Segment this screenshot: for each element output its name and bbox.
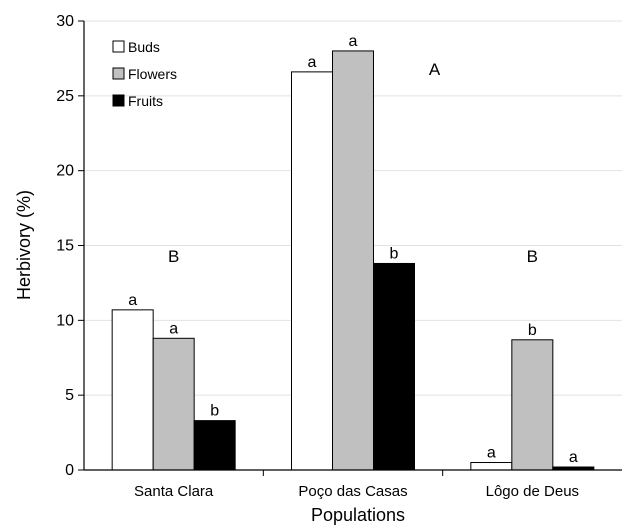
y-tick-label: 5: [65, 387, 74, 404]
y-tick-label: 30: [56, 13, 74, 30]
y-tick-label: 25: [56, 88, 74, 105]
bar-labels-layer: a a b a a b a b a: [128, 33, 578, 466]
legend-swatch-fruits: [112, 94, 125, 107]
axes-layer: [78, 20, 622, 476]
bar-significance-label: a: [308, 54, 317, 71]
group-significance-letter: B: [527, 247, 538, 266]
bar-fruits: [193, 420, 236, 471]
bar-flowers: [511, 339, 554, 471]
group-letters-layer: B A B: [168, 60, 538, 266]
y-tick-label: 0: [65, 462, 74, 479]
x-axis-title: Populations: [311, 505, 405, 525]
bar-significance-label: b: [390, 245, 399, 262]
bar-significance-label: a: [349, 33, 358, 50]
bar-significance-label: a: [128, 292, 137, 309]
legend: Buds Flowers Fruits: [112, 39, 177, 109]
y-axis-title: Herbivory (%): [14, 190, 34, 300]
bar-significance-label: a: [569, 449, 578, 466]
legend-label: Flowers: [128, 66, 177, 82]
x-category-label: Lôgo de Deus: [486, 483, 579, 500]
bar-flowers: [152, 337, 195, 471]
bar-significance-label: a: [487, 445, 496, 462]
y-tick-label: 20: [56, 163, 74, 180]
bar-buds: [111, 309, 154, 471]
bar-buds: [291, 71, 333, 471]
bar-flowers: [332, 50, 374, 471]
y-tick-label: 10: [56, 312, 74, 329]
bar-significance-label: a: [169, 320, 178, 337]
legend-label: Buds: [128, 39, 160, 55]
bar-significance-label: b: [528, 322, 537, 339]
legend-label: Fruits: [128, 93, 163, 109]
group-significance-letter: B: [168, 247, 179, 266]
x-category-label: Poço das Casas: [298, 483, 407, 500]
group-significance-letter: A: [429, 60, 441, 79]
bars-layer: [111, 50, 595, 471]
bar-buds: [470, 462, 513, 471]
bar-fruits: [373, 262, 415, 471]
bar-significance-label: b: [210, 403, 219, 420]
legend-swatch-buds: [112, 40, 125, 53]
legend-swatch-flowers: [112, 67, 125, 80]
x-category-labels: Santa Clara Poço das Casas Lôgo de Deus: [134, 483, 579, 500]
y-ticks-layer: 0 5 10 15 20 25 30: [56, 13, 74, 479]
y-tick-label: 15: [56, 238, 74, 255]
x-category-label: Santa Clara: [134, 483, 214, 500]
